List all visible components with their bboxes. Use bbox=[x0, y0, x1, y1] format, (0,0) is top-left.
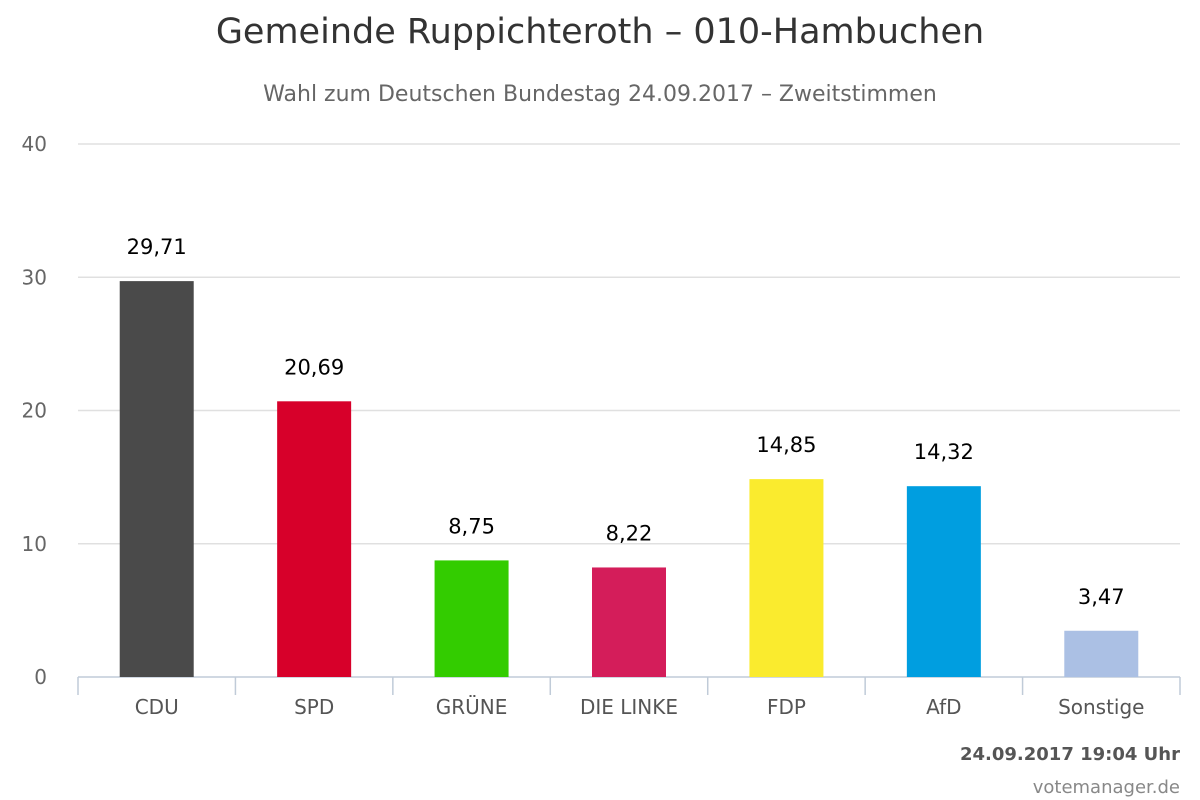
x-tick-label: FDP bbox=[767, 695, 806, 719]
bar-die-linke bbox=[592, 567, 666, 677]
y-tick-label: 20 bbox=[22, 399, 47, 423]
x-tick-label: Sonstige bbox=[1058, 695, 1144, 719]
chart-title: Gemeinde Ruppichteroth – 010-Hambuchen bbox=[215, 12, 985, 52]
data-label: 8,22 bbox=[606, 521, 653, 545]
data-label: 8,75 bbox=[448, 514, 495, 538]
bar-spd bbox=[277, 401, 352, 677]
chart-subtitle: Wahl zum Deutschen Bundestag 24.09.2017 … bbox=[263, 82, 937, 107]
data-label: 3,47 bbox=[1078, 585, 1125, 609]
bar-fdp bbox=[749, 479, 824, 677]
x-tick-label: GRÜNE bbox=[436, 695, 508, 719]
data-label: 20,69 bbox=[284, 355, 344, 379]
timestamp-label: 24.09.2017 19:04 Uhr bbox=[959, 744, 1180, 765]
x-tick-label: DIE LINKE bbox=[580, 695, 678, 719]
data-label: 29,71 bbox=[127, 235, 187, 259]
data-label: 14,32 bbox=[914, 440, 974, 464]
x-tick-label: CDU bbox=[135, 695, 179, 719]
x-tick-label: SPD bbox=[294, 695, 334, 719]
y-tick-label: 10 bbox=[22, 532, 47, 556]
y-tick-label: 0 bbox=[34, 665, 47, 689]
y-tick-label: 40 bbox=[22, 132, 47, 156]
x-tick-label: AfD bbox=[926, 695, 961, 719]
y-tick-label: 30 bbox=[22, 265, 47, 289]
bar-afd bbox=[906, 486, 981, 677]
bar-cdu bbox=[119, 281, 194, 677]
bar-grüne bbox=[434, 560, 509, 677]
bar-sonstige bbox=[1064, 630, 1139, 677]
credit-label: votemanager.de bbox=[1032, 777, 1180, 798]
data-label: 14,85 bbox=[756, 433, 816, 457]
